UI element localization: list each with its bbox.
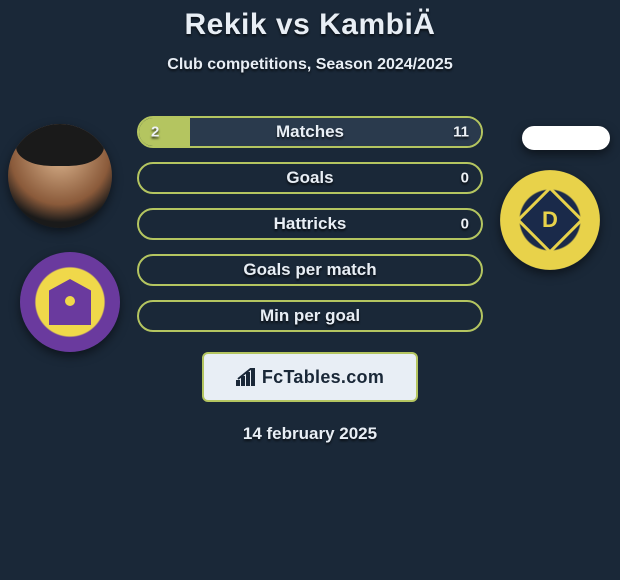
- stat-label: Hattricks: [274, 214, 347, 234]
- date-label: 14 february 2025: [243, 424, 377, 444]
- club-left-badge: [20, 252, 120, 352]
- stat-right-value: 0: [461, 170, 469, 187]
- club-right-crest-icon: D: [516, 186, 584, 254]
- stat-label: Goals: [286, 168, 333, 188]
- stat-row: 2 Matches 11: [137, 116, 483, 148]
- player-left-avatar: [8, 124, 112, 228]
- stat-left-value: 2: [151, 124, 159, 141]
- stat-row: Min per goal: [137, 300, 483, 332]
- stat-label: Goals per match: [243, 260, 376, 280]
- stat-row: Goals 0: [137, 162, 483, 194]
- club-right-letter: D: [542, 207, 558, 233]
- stat-right-value: 0: [461, 216, 469, 233]
- stat-label: Matches: [276, 122, 344, 142]
- stat-fill-left: [139, 118, 190, 146]
- stat-row: Hattricks 0: [137, 208, 483, 240]
- brand-box[interactable]: FcTables.com: [202, 352, 418, 402]
- brand-text: FcTables.com: [262, 367, 384, 388]
- stats-container: 2 Matches 11 Goals 0 Hattricks 0 Goals per matc…: [137, 116, 483, 332]
- player-right-avatar: [522, 126, 610, 150]
- club-left-crest-icon: [49, 279, 91, 325]
- stat-right-value: 11: [453, 124, 469, 141]
- stat-row: Goals per match: [137, 254, 483, 286]
- chart-icon: [236, 368, 258, 386]
- club-right-badge: D: [500, 170, 600, 270]
- page-subtitle: Club competitions, Season 2024/2025: [167, 56, 452, 74]
- page-title: Rekik vs KambiÄ: [185, 8, 436, 42]
- stat-label: Min per goal: [260, 306, 360, 326]
